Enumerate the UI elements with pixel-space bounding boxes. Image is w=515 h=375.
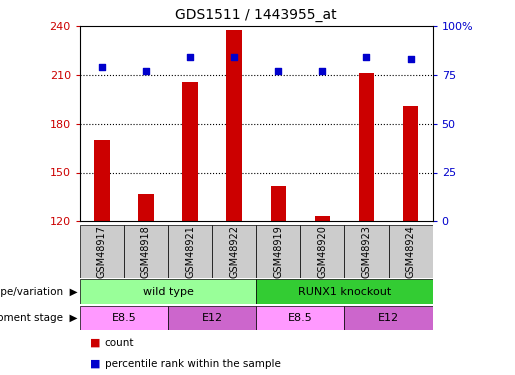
Point (186, 54, 194, 60)
Text: ■: ■ (90, 338, 100, 348)
Text: GSM48922: GSM48922 (229, 225, 239, 278)
Text: GSM48921: GSM48921 (185, 225, 195, 278)
Text: ■: ■ (90, 359, 100, 369)
Bar (256, 225, 300, 278)
Text: development stage  ▶: development stage ▶ (0, 313, 77, 323)
Point (274, 68, 282, 74)
Bar (256, 306, 345, 330)
Text: GSM48918: GSM48918 (141, 225, 151, 278)
Bar (124, 225, 168, 278)
Bar (359, 74, 374, 221)
Title: GDS1511 / 1443955_at: GDS1511 / 1443955_at (176, 9, 337, 22)
Bar (388, 225, 433, 278)
Text: RUNX1 knockout: RUNX1 knockout (298, 286, 391, 297)
Bar (345, 225, 388, 278)
Bar (227, 30, 242, 221)
Text: count: count (105, 338, 134, 348)
Point (230, 54, 238, 60)
Bar (212, 225, 256, 278)
Bar (80, 225, 124, 278)
Point (98, 64, 106, 70)
Bar (300, 225, 345, 278)
Bar (315, 216, 330, 221)
Text: genotype/variation  ▶: genotype/variation ▶ (0, 286, 77, 297)
Bar (80, 279, 256, 304)
Text: GSM48923: GSM48923 (362, 225, 371, 278)
Point (406, 56, 415, 62)
Bar (345, 306, 433, 330)
Point (363, 54, 371, 60)
Bar (168, 306, 256, 330)
Point (318, 68, 327, 74)
Text: percentile rank within the sample: percentile rank within the sample (105, 359, 281, 369)
Bar (403, 106, 418, 221)
Bar (256, 279, 433, 304)
Bar (182, 81, 198, 221)
Bar (138, 194, 153, 221)
Bar (168, 225, 212, 278)
Text: GSM48920: GSM48920 (317, 225, 328, 278)
Text: E12: E12 (378, 313, 399, 323)
Point (142, 68, 150, 74)
Bar (80, 306, 168, 330)
Text: GSM48919: GSM48919 (273, 225, 283, 278)
Text: wild type: wild type (143, 286, 194, 297)
Text: GSM48917: GSM48917 (97, 225, 107, 278)
Text: E12: E12 (201, 313, 222, 323)
Bar (94, 140, 110, 221)
Text: GSM48924: GSM48924 (405, 225, 416, 278)
Text: E8.5: E8.5 (288, 313, 313, 323)
Bar (270, 186, 286, 221)
Text: E8.5: E8.5 (112, 313, 136, 323)
